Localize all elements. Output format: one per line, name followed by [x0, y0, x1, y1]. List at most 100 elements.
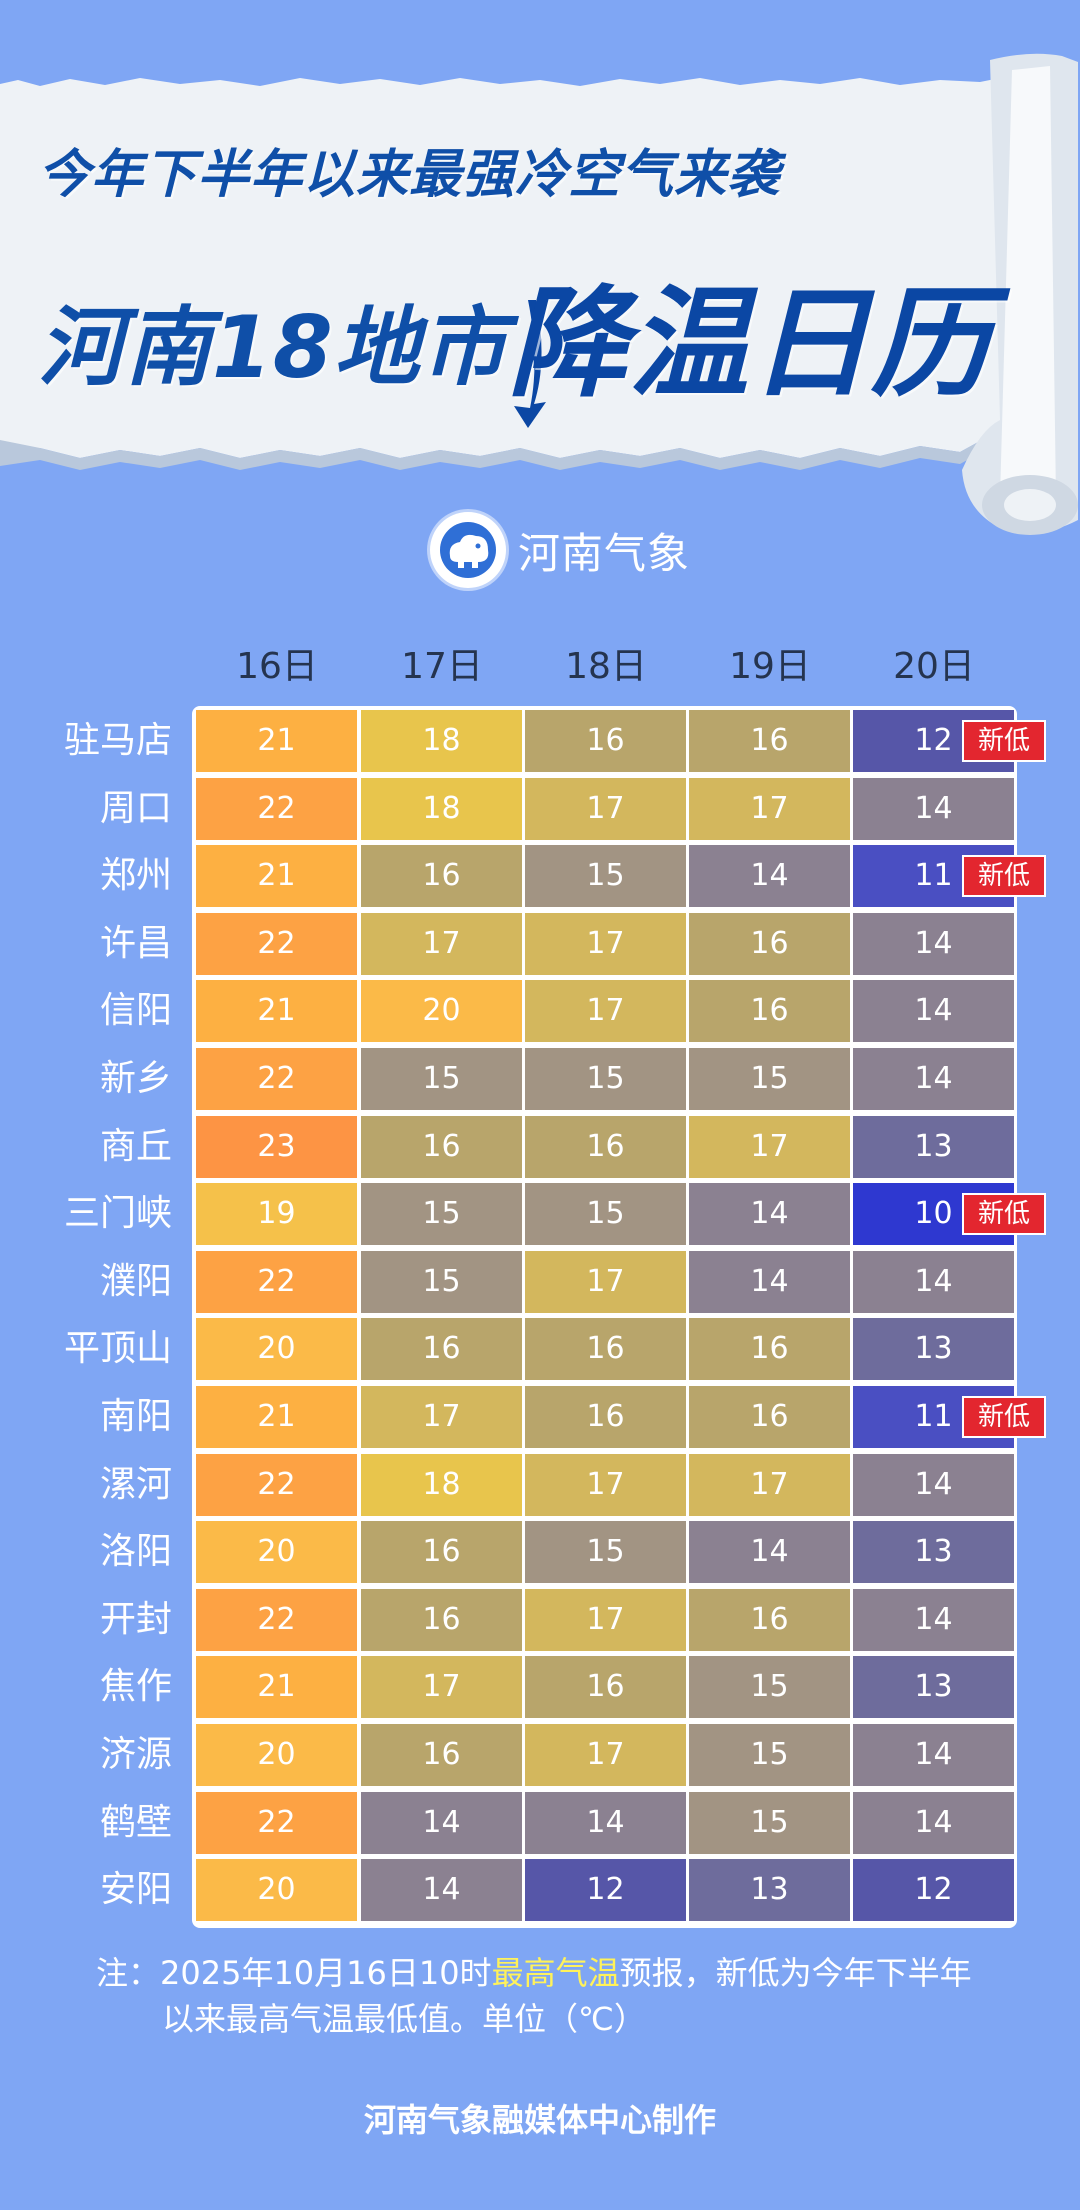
logo-text: 河南气象 [518, 528, 691, 578]
temperature-cell: 22 [196, 1048, 357, 1110]
temperature-cell: 21 [196, 845, 357, 907]
temperature-cell: 18 [361, 778, 522, 840]
temperature-cell: 17 [361, 913, 522, 975]
column-header: 18日 [565, 646, 647, 687]
temperature-cell: 17 [525, 1454, 686, 1516]
temperature-cell: 16 [689, 913, 850, 975]
temperature-cell: 19 [196, 1183, 357, 1245]
temperature-cell: 22 [196, 1454, 357, 1516]
city-label: 洛阳 [99, 1531, 172, 1572]
city-label: 信阳 [99, 990, 172, 1031]
city-label: 焦作 [99, 1666, 172, 1707]
note-highlight: 最高气温 [491, 1954, 620, 1992]
down-arrow-icon [514, 300, 546, 428]
temperature-cell: 15 [689, 1792, 850, 1854]
temperature-cell: 18 [361, 1454, 522, 1516]
city-label: 商丘 [99, 1126, 172, 1167]
producer-credit: 河南气象融媒体中心制作 [363, 2101, 716, 2139]
city-label: 平顶山 [63, 1328, 172, 1369]
temperature-cell: 20 [196, 1724, 357, 1786]
temperature-cell: 21 [196, 710, 357, 772]
temperature-cell: 15 [361, 1048, 522, 1110]
city-label: 开封 [99, 1599, 172, 1640]
temperature-cell: 20 [196, 1859, 357, 1921]
temperature-cell: 22 [196, 1251, 357, 1313]
temperature-cell: 17 [525, 1589, 686, 1651]
temperature-cell: 15 [525, 1183, 686, 1245]
temperature-cell: 15 [689, 1656, 850, 1718]
temperature-cell: 17 [361, 1656, 522, 1718]
record-low-badge: 新低 [962, 720, 1046, 762]
temperature-cell: 16 [525, 1386, 686, 1448]
column-header: 20日 [893, 646, 975, 687]
temperature-cell: 17 [361, 1386, 522, 1448]
paper-sheet [0, 78, 1000, 458]
city-label: 濮阳 [99, 1261, 172, 1302]
temperature-cell: 14 [853, 980, 1014, 1042]
torn-paper-banner [0, 53, 1078, 535]
temperature-cell: 14 [689, 1251, 850, 1313]
city-label: 新乡 [99, 1058, 172, 1099]
note-line-2: 以来最高气温最低值。单位（℃） [162, 2000, 646, 2038]
temperature-cell: 13 [853, 1116, 1014, 1178]
temperature-cell: 18 [361, 710, 522, 772]
temperature-cell: 15 [525, 1048, 686, 1110]
column-header: 16日 [236, 646, 318, 687]
temperature-cell: 17 [689, 778, 850, 840]
record-low-badge: 新低 [962, 1396, 1046, 1438]
temperature-cell: 17 [689, 1116, 850, 1178]
column-header: 17日 [401, 646, 483, 687]
column-header: 19日 [729, 646, 811, 687]
headline-line-2: 河南18地市降温日历 [38, 238, 992, 414]
temperature-cell: 13 [853, 1318, 1014, 1380]
temperature-cell: 17 [525, 913, 686, 975]
temperature-cell: 14 [525, 1792, 686, 1854]
record-low-badge: 新低 [962, 1193, 1046, 1235]
temperature-cell: 20 [196, 1521, 357, 1583]
temperature-cell: 22 [196, 913, 357, 975]
temperature-cell: 14 [853, 1589, 1014, 1651]
temperature-cell: 14 [361, 1859, 522, 1921]
temperature-cell: 16 [689, 980, 850, 1042]
city-label: 南阳 [99, 1396, 172, 1437]
temperature-cell: 14 [361, 1792, 522, 1854]
temperature-cell: 23 [196, 1116, 357, 1178]
city-label: 济源 [99, 1734, 172, 1775]
temperature-cell: 14 [853, 778, 1014, 840]
temperature-cell: 16 [361, 1589, 522, 1651]
note-prefix: 注：2025年10月16日10时 [96, 1954, 492, 1992]
curl-roll-inner [1004, 489, 1056, 521]
temperature-cell: 16 [525, 710, 686, 772]
temperature-cell: 15 [689, 1724, 850, 1786]
temperature-cell: 17 [689, 1454, 850, 1516]
record-low-badge: 新低 [962, 855, 1046, 897]
paper-shadow [0, 430, 1000, 470]
temperature-cell: 21 [196, 980, 357, 1042]
temperature-cell: 14 [853, 1251, 1014, 1313]
temperature-cell: 16 [525, 1116, 686, 1178]
curl-highlight [1000, 66, 1056, 506]
note-suffix: 预报，新低为今年下半年 [619, 1954, 972, 1992]
temperature-cell: 21 [196, 1386, 357, 1448]
temperature-cell: 15 [361, 1183, 522, 1245]
temperature-cell: 15 [525, 1521, 686, 1583]
temperature-cell: 14 [689, 1183, 850, 1245]
headline-emphasis: 降温日历 [507, 275, 992, 414]
temperature-cell: 22 [196, 1792, 357, 1854]
temperature-cell: 16 [689, 710, 850, 772]
footnote: 注：2025年10月16日10时最高气温预报，新低为今年下半年 以来最高气温最低… [96, 1950, 996, 2042]
headline-prefix: 河南18地市 [38, 298, 508, 398]
temperature-cell: 14 [689, 845, 850, 907]
temperature-cell: 16 [361, 845, 522, 907]
temperature-cell: 13 [853, 1521, 1014, 1583]
temperature-cell: 14 [853, 1454, 1014, 1516]
temperature-cell: 14 [853, 1792, 1014, 1854]
temperature-cell: 16 [361, 1521, 522, 1583]
city-label: 鹤壁 [99, 1802, 172, 1843]
temperature-cell: 20 [196, 1318, 357, 1380]
temperature-cell: 17 [525, 1724, 686, 1786]
cloud-elephant-icon [430, 512, 506, 588]
temperature-cell: 17 [525, 778, 686, 840]
temperature-cell: 21 [196, 1656, 357, 1718]
temperature-cell: 20 [361, 980, 522, 1042]
